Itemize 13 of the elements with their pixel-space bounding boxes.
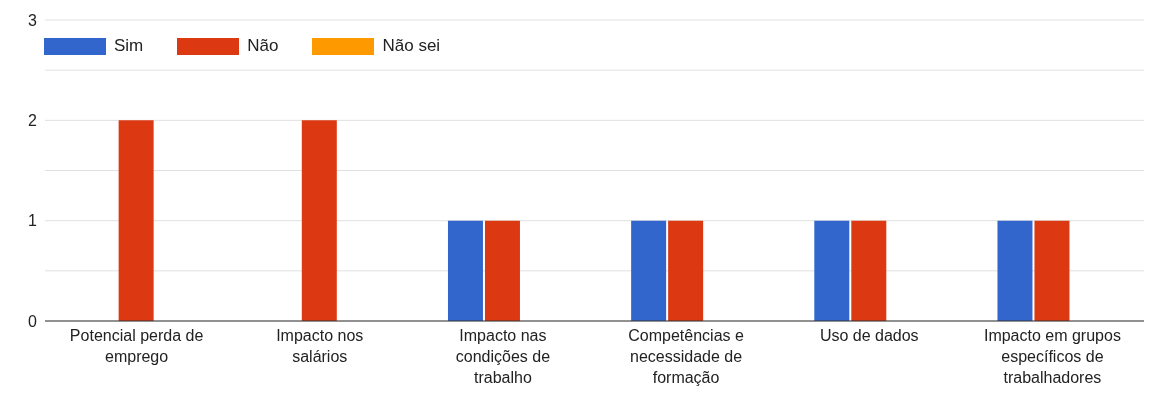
x-tick-label: Impacto em grupos específicos de trabalhadores bbox=[983, 327, 1121, 386]
y-tick-label: 2 bbox=[28, 112, 38, 130]
y-tick-label: 3 bbox=[28, 11, 38, 29]
x-tick-label: Impacto nas condições de trabalho bbox=[455, 327, 551, 386]
x-tick-label: Impacto nos salários bbox=[276, 327, 364, 365]
x-tick-label: Uso de dados bbox=[819, 327, 919, 344]
y-tick-label: 0 bbox=[28, 312, 38, 330]
x-tick-label: Potencial perda de emprego bbox=[69, 327, 204, 365]
x-tick-label: Competências e necessidade de formação bbox=[628, 327, 744, 386]
legend-label: Não bbox=[247, 36, 279, 56]
legend-label: Sim bbox=[114, 36, 144, 56]
y-tick-label: 1 bbox=[28, 212, 38, 230]
legend-label: Não sei bbox=[382, 36, 441, 56]
